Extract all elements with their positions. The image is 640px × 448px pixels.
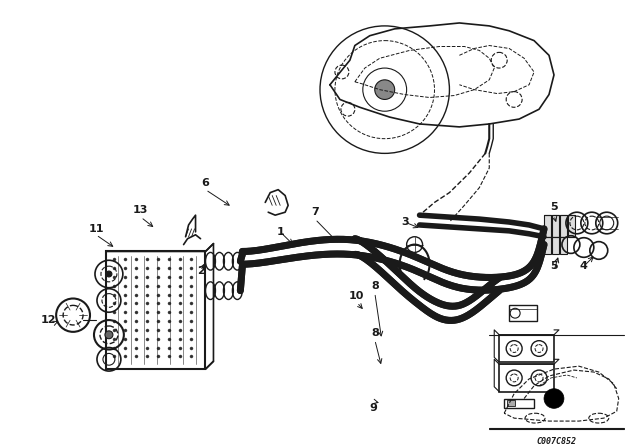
Text: 5: 5	[550, 261, 558, 271]
Text: 13: 13	[133, 205, 148, 215]
Text: 1: 1	[276, 227, 284, 237]
Bar	[499, 335, 554, 362]
Bar	[560, 215, 567, 237]
Text: 7: 7	[311, 207, 319, 217]
Circle shape	[106, 271, 112, 277]
Bar	[552, 215, 559, 237]
Text: 12: 12	[40, 315, 56, 325]
Circle shape	[105, 331, 113, 339]
Bar	[504, 399, 534, 408]
Bar	[544, 215, 551, 237]
Bar	[106, 251, 205, 369]
Bar	[509, 306, 537, 321]
Bar	[499, 364, 554, 392]
Text: 3: 3	[401, 217, 408, 227]
Text: 5: 5	[550, 202, 558, 212]
Bar	[552, 237, 559, 254]
Text: 9: 9	[370, 403, 378, 414]
Bar	[560, 237, 567, 254]
Text: 4: 4	[580, 261, 588, 271]
Text: 11: 11	[88, 224, 104, 234]
Text: 8: 8	[371, 281, 379, 291]
Text: 10: 10	[349, 291, 365, 301]
Text: 8: 8	[371, 328, 379, 338]
Text: C007C852: C007C852	[536, 437, 576, 446]
Text: 2: 2	[196, 266, 204, 276]
Bar	[507, 401, 515, 406]
Text: 6: 6	[202, 178, 209, 188]
Circle shape	[375, 80, 395, 99]
Bar	[568, 215, 575, 237]
Bar	[544, 237, 551, 254]
Circle shape	[544, 389, 564, 408]
